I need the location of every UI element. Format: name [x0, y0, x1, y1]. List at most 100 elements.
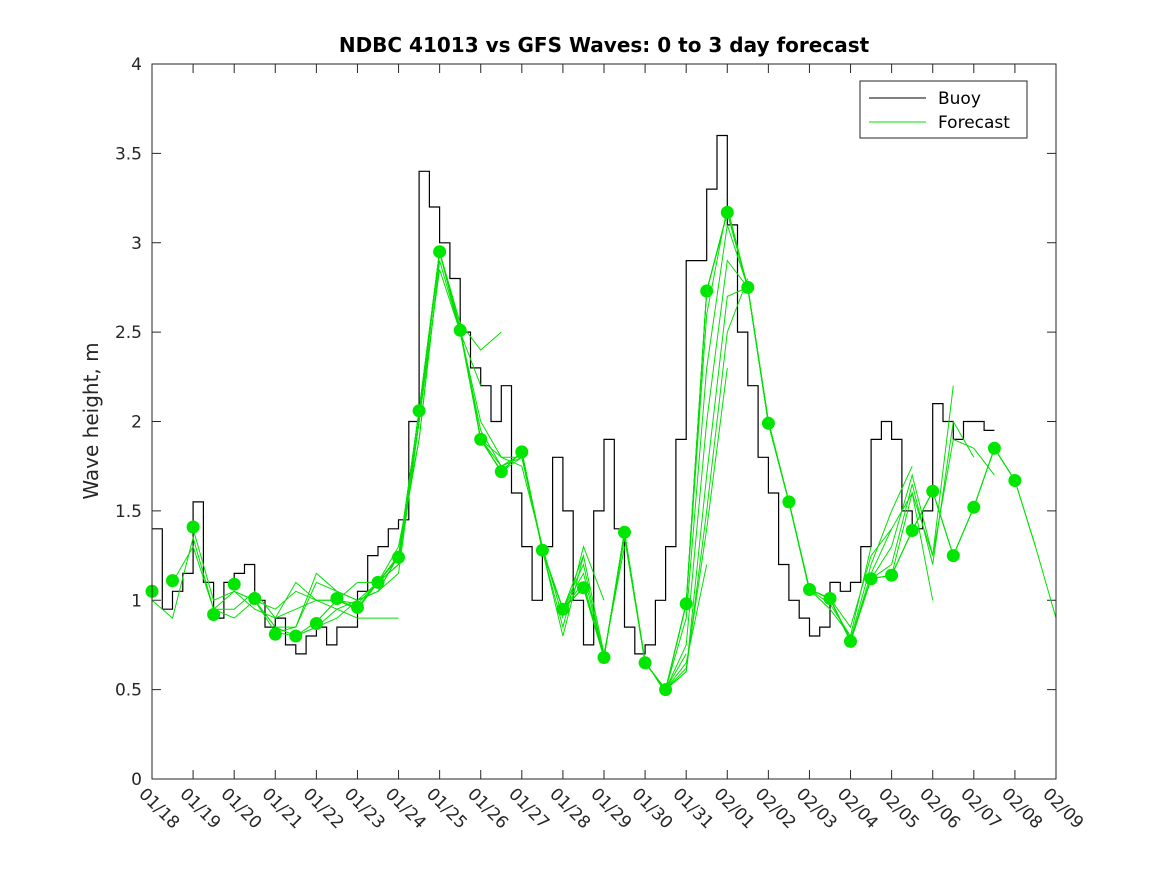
forecast-line — [213, 269, 461, 610]
forecast-line — [583, 206, 831, 691]
legend-box — [859, 80, 1028, 139]
y-tick-label: 1 — [131, 591, 142, 611]
forecast-point — [926, 484, 940, 498]
forecast-point — [166, 574, 179, 588]
forecast-point — [535, 543, 549, 557]
plot-frame — [151, 63, 1057, 780]
forecast-line — [254, 251, 502, 633]
x-tick-label: 01/27 — [504, 784, 553, 833]
x-tick-label: 02/02 — [751, 784, 800, 833]
forecast-line — [603, 210, 851, 691]
x-tick-label: 02/06 — [915, 784, 964, 833]
forecast-point — [330, 592, 344, 605]
x-tick-label: 01/24 — [381, 784, 430, 833]
forecast-point — [905, 524, 919, 537]
y-tick-label: 4 — [131, 55, 142, 75]
forecast-line — [521, 286, 769, 691]
forecast-line — [192, 260, 441, 619]
tick-labels: 00.511.522.533.5401/1801/1901/2001/2101/… — [115, 55, 1087, 833]
forecast-line — [541, 259, 790, 691]
forecast-point — [412, 404, 426, 418]
forecast-point — [638, 656, 652, 670]
forecast-point — [741, 280, 755, 294]
forecast-point — [885, 568, 899, 582]
forecast-point — [515, 445, 529, 459]
forecast-point — [967, 500, 981, 514]
x-tick-label: 01/26 — [463, 784, 512, 833]
forecast-point — [371, 575, 385, 589]
x-tick-label: 02/07 — [956, 784, 1005, 833]
forecast-point — [679, 597, 693, 611]
forecast-point — [268, 627, 282, 641]
forecast-point — [309, 617, 323, 630]
y-tick-label: 0.5 — [115, 681, 142, 701]
y-tick-label: 3 — [131, 234, 142, 254]
y-tick-label: 1.5 — [115, 502, 142, 522]
axes-ticks — [151, 63, 1057, 780]
forecast-point — [392, 550, 405, 564]
x-tick-label: 02/09 — [1038, 784, 1087, 833]
x-tick-label: 01/23 — [340, 784, 389, 833]
y-tick-label: 0 — [131, 770, 142, 790]
forecast-point — [946, 549, 960, 563]
x-tick-label: 01/30 — [628, 784, 677, 833]
forecast-markers — [145, 205, 1022, 697]
forecast-point — [186, 520, 200, 534]
forecast-line — [788, 447, 1036, 643]
x-tick-label: 01/25 — [422, 784, 471, 833]
x-tick-label: 02/04 — [833, 784, 882, 833]
forecast-point — [618, 525, 631, 539]
forecast-line — [665, 210, 913, 690]
x-tick-label: 02/08 — [997, 784, 1046, 833]
y-tick-label: 2.5 — [115, 323, 142, 343]
forecast-point — [987, 441, 1001, 455]
forecast-line — [706, 210, 954, 643]
x-tick-label: 01/18 — [134, 784, 183, 833]
forecast-point — [289, 629, 303, 643]
forecast-point — [782, 495, 796, 509]
x-tick-label: 01/20 — [217, 784, 266, 833]
x-tick-label: 02/05 — [874, 784, 923, 833]
forecast-point — [659, 683, 673, 697]
forecast-point — [207, 608, 221, 621]
x-tick-label: 01/28 — [545, 784, 594, 833]
x-tick-label: 01/29 — [586, 784, 635, 833]
x-tick-label: 02/01 — [710, 784, 759, 833]
forecast-line — [233, 260, 482, 628]
forecast-point — [844, 634, 857, 648]
forecast-point — [761, 416, 775, 430]
forecast-point — [700, 284, 714, 298]
forecast-point — [823, 592, 837, 605]
forecast-point — [556, 602, 570, 616]
forecast-point — [1008, 474, 1022, 487]
buoy-series — [152, 134, 995, 655]
forecast-point — [248, 592, 262, 605]
forecast-point — [803, 583, 816, 596]
x-tick-label: 02/03 — [792, 784, 841, 833]
legend: Buoy Forecast — [859, 80, 1028, 139]
forecast-point — [453, 323, 467, 337]
y-tick-label: 3.5 — [115, 144, 142, 164]
buoy-line — [152, 134, 995, 655]
forecast-point — [597, 651, 611, 664]
forecast-point — [351, 600, 364, 614]
x-tick-label: 01/19 — [176, 784, 225, 833]
forecast-point — [864, 572, 878, 586]
forecast-line — [172, 421, 420, 619]
y-tick-label: 2 — [131, 413, 142, 433]
forecast-point — [474, 432, 488, 446]
forecast-point — [433, 245, 447, 259]
legend-forecast-label: Forecast — [938, 113, 1010, 133]
x-tick-label: 01/31 — [669, 784, 718, 833]
legend-buoy-label: Buoy — [938, 89, 981, 109]
x-tick-label: 01/22 — [299, 784, 348, 833]
forecast-point — [577, 581, 590, 595]
forecast-point — [720, 205, 734, 219]
x-tick-label: 01/21 — [258, 784, 307, 833]
forecast-point — [227, 577, 241, 591]
forecast-point — [494, 465, 508, 479]
forecast-line — [316, 251, 564, 623]
y-axis-label: Wave height, m — [79, 342, 103, 499]
chart-title: NDBC 41013 vs GFS Waves: 0 to 3 day fore… — [339, 33, 870, 57]
